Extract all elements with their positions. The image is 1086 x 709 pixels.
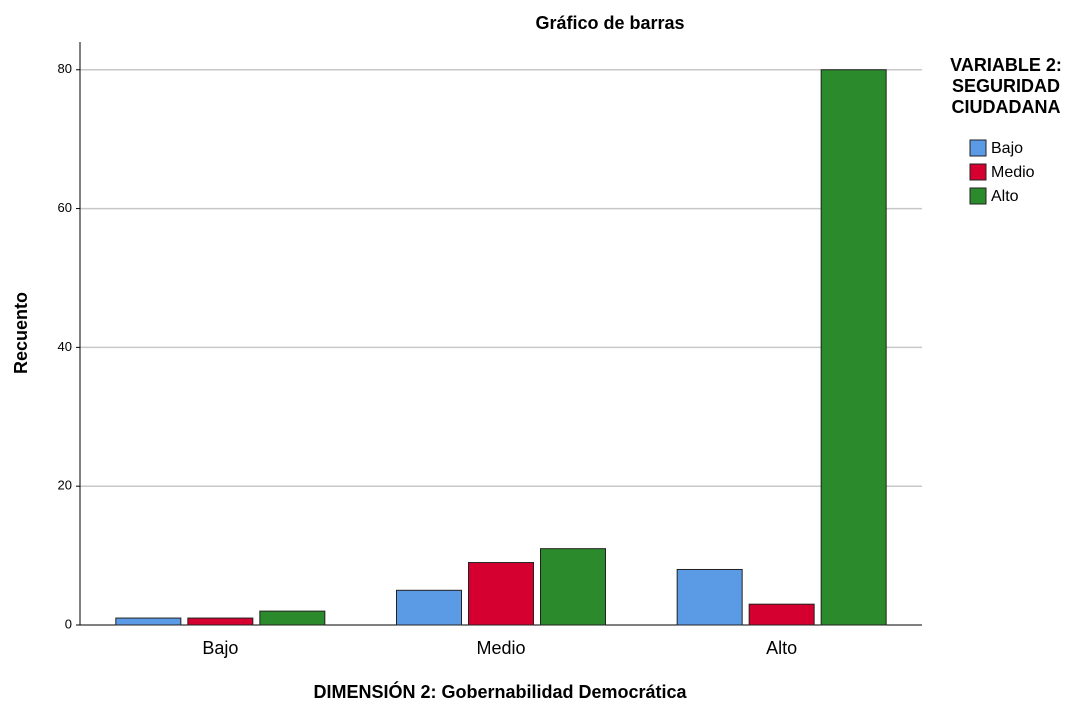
legend-swatch bbox=[969, 187, 987, 205]
legend-title: VARIABLE 2: bbox=[950, 55, 1062, 75]
legend-swatch bbox=[969, 163, 987, 181]
bar bbox=[676, 568, 743, 626]
y-tick-label: 60 bbox=[58, 200, 72, 215]
x-tick-label: Alto bbox=[766, 638, 797, 658]
x-tick-label: Medio bbox=[476, 638, 525, 658]
bar bbox=[396, 589, 462, 626]
bar bbox=[468, 562, 534, 626]
bar bbox=[187, 617, 254, 626]
y-tick-label: 40 bbox=[58, 339, 72, 354]
bar bbox=[540, 548, 606, 626]
y-tick-label: 20 bbox=[58, 478, 72, 493]
legend-label: Medio bbox=[991, 164, 1035, 181]
legend-title: SEGURIDAD bbox=[952, 76, 1060, 96]
x-axis-label: DIMENSIÓN 2: Gobernabilidad Democrática bbox=[313, 681, 687, 702]
y-tick-label: 0 bbox=[65, 616, 72, 631]
bar bbox=[259, 610, 326, 626]
y-axis-label: Recuento bbox=[11, 292, 31, 374]
chart-title: Gráfico de barras bbox=[535, 13, 684, 33]
bar bbox=[115, 617, 182, 626]
legend-swatch bbox=[969, 139, 987, 157]
y-tick-label: 80 bbox=[58, 61, 72, 76]
bar bbox=[748, 603, 815, 626]
bar bbox=[820, 69, 887, 626]
legend-label: Alto bbox=[991, 188, 1019, 205]
legend-title: CIUDADANA bbox=[952, 97, 1061, 117]
legend-label: Bajo bbox=[991, 140, 1023, 157]
x-tick-label: Bajo bbox=[202, 638, 238, 658]
